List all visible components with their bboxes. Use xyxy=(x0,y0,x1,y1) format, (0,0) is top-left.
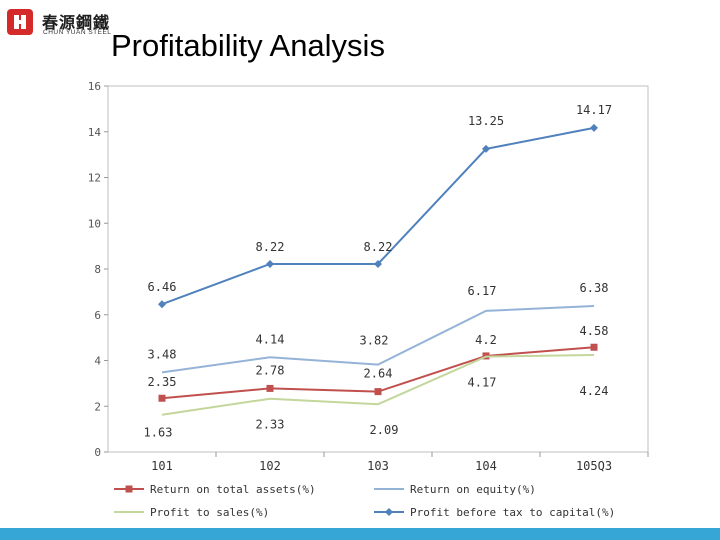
y-tick-label: 10 xyxy=(88,217,101,230)
legend-label: Return on total assets(%) xyxy=(150,483,316,496)
data-point-marker xyxy=(158,394,166,402)
bottom-accent-bar xyxy=(0,528,720,540)
data-point-marker xyxy=(590,343,598,351)
x-tick-label: 105Q3 xyxy=(576,459,612,473)
y-tick-label: 4 xyxy=(94,355,101,368)
company-logo: 春源鋼鐵 CHUN YUAN STEEL xyxy=(6,8,126,38)
y-tick-label: 0 xyxy=(94,446,101,459)
data-label: 1.63 xyxy=(144,426,173,440)
page-title: Profitability Analysis xyxy=(111,28,385,63)
data-point-marker xyxy=(266,384,274,392)
y-tick-label: 6 xyxy=(94,309,101,322)
x-tick-label: 104 xyxy=(475,459,497,473)
logo-english-name: CHUN YUAN STEEL xyxy=(43,29,112,36)
data-point-marker xyxy=(374,259,382,268)
data-point-marker xyxy=(266,259,274,268)
x-tick-label: 103 xyxy=(367,459,389,473)
y-tick-label: 14 xyxy=(88,126,102,139)
logo-chinese-name: 春源鋼鐵 xyxy=(42,13,111,32)
x-tick-label: 102 xyxy=(259,459,281,473)
data-label: 4.14 xyxy=(256,332,285,346)
data-label: 6.17 xyxy=(468,284,497,298)
data-label: 2.33 xyxy=(256,418,285,432)
data-label: 8.22 xyxy=(256,240,285,254)
profitability-line-chart: 0 2 4 6 8 10 12 14 16 101 102 103 104 105Q3 2.35 2.78 2.… xyxy=(88,80,649,519)
series-line xyxy=(161,305,595,374)
plot-area xyxy=(107,85,649,453)
data-label: 2.35 xyxy=(148,375,177,389)
data-point-marker xyxy=(590,123,598,132)
x-tick-label: 101 xyxy=(151,459,173,473)
y-tick-label: 2 xyxy=(94,400,101,413)
data-point-marker xyxy=(158,300,166,309)
series-line xyxy=(161,354,595,416)
data-point-marker xyxy=(482,144,490,153)
data-label: 8.22 xyxy=(364,240,393,254)
data-label: 4.24 xyxy=(580,384,609,398)
data-label: 6.46 xyxy=(148,280,177,294)
y-tick-label: 8 xyxy=(94,263,101,276)
data-label: 2.64 xyxy=(364,367,393,381)
y-tick-label: 16 xyxy=(88,80,101,93)
legend-label: Profit before tax to capital(%) xyxy=(410,506,615,519)
y-tick-label: 12 xyxy=(88,172,101,185)
data-label: 4.17 xyxy=(468,376,497,390)
data-point-marker xyxy=(374,388,382,396)
data-label: 14.17 xyxy=(576,103,612,117)
legend-marker xyxy=(385,508,393,516)
legend-label: Profit to sales(%) xyxy=(150,506,269,519)
legend-marker xyxy=(125,485,133,493)
data-label: 3.48 xyxy=(148,347,177,361)
legend-label: Return on equity(%) xyxy=(410,483,536,496)
data-label: 4.2 xyxy=(475,333,497,347)
data-label: 13.25 xyxy=(468,114,504,128)
data-label: 4.58 xyxy=(580,324,609,338)
data-label: 6.38 xyxy=(580,281,609,295)
data-label: 3.82 xyxy=(360,334,389,348)
data-label: 2.09 xyxy=(370,423,399,437)
logo-mark-icon xyxy=(7,9,33,35)
data-label: 2.78 xyxy=(256,363,285,377)
